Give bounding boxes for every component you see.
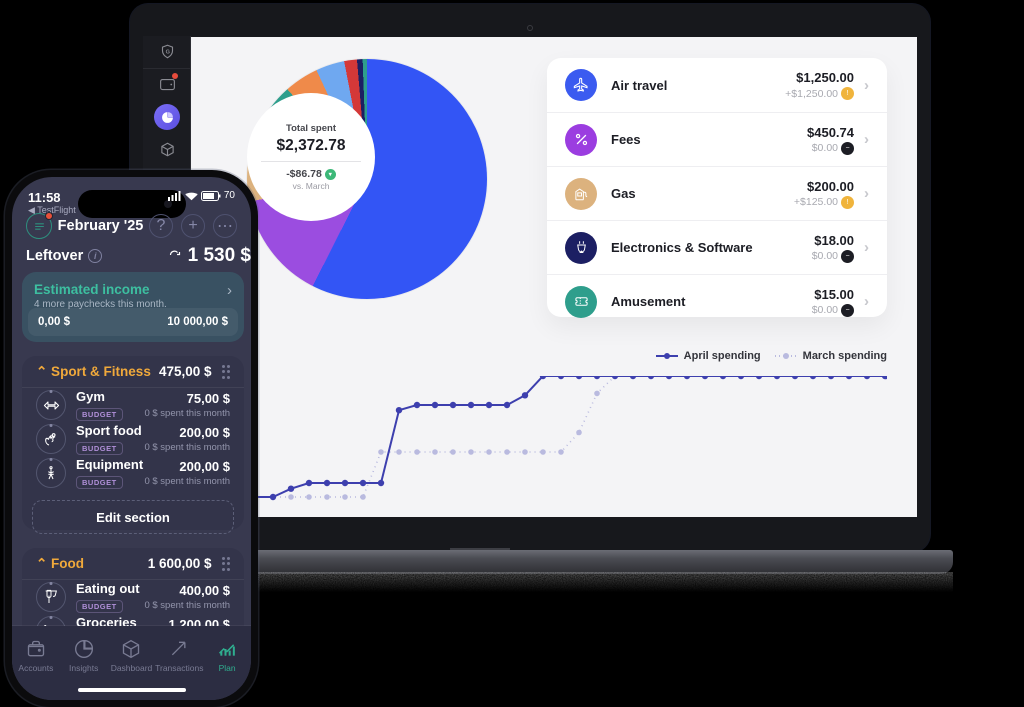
svg-text:G: G: [165, 50, 170, 56]
